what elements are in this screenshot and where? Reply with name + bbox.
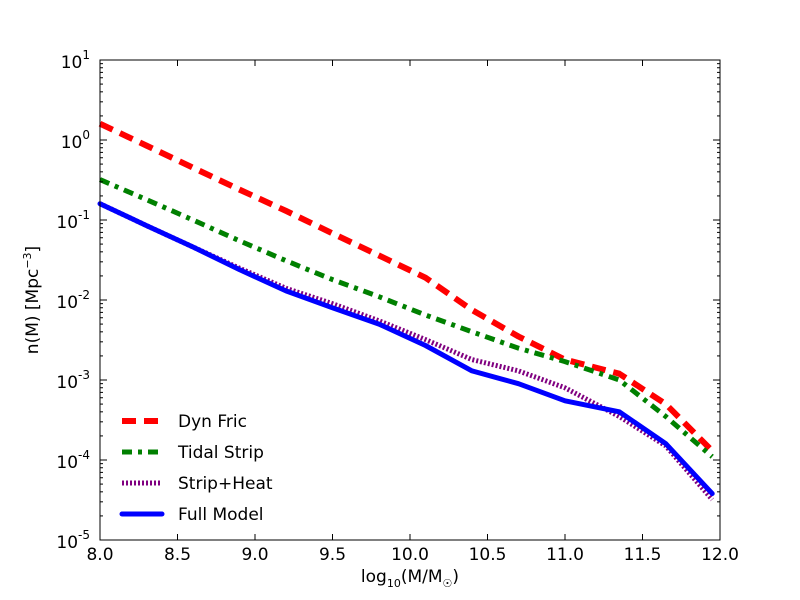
ticks-layer: 8.0 8.5 9.0 9.5 10.0 10.5 11.0 11.5 12.0 101 100 10… [56,48,739,565]
series-layer [97,120,715,502]
y-tick-label: 10-3 [56,368,90,393]
y-axis-title: n(M) [Mpc−3] [21,246,43,354]
y-tick-label: 10-2 [56,288,90,313]
y-tick-label: 10-4 [56,448,90,473]
x-tick-label: 8.5 [164,545,191,565]
x-tick-label: 9.0 [241,545,268,565]
y-tick-label: 100 [61,128,90,153]
legend-label: Full Model [178,505,264,525]
x-tick-label: 8.0 [86,545,113,565]
legend-label: Tidal Strip [177,443,264,463]
x-tick-label: 12.0 [701,545,739,565]
legend: Dyn Fric Tidal Strip Strip+Heat Full Model [119,412,273,525]
y-tick-label: 101 [61,48,90,73]
x-tick-label: 9.5 [319,545,346,565]
x-tick-label: 10.0 [391,545,429,565]
x-axis-title: log10(M/M☉) [361,567,459,590]
y-tick-label: 10-5 [56,528,90,553]
plot-frame [99,59,721,541]
y-tick-label: 10-1 [56,208,90,233]
series-line-tidal-strip [99,177,714,459]
series-line-full-model [97,201,715,497]
legend-label: Dyn Fric [178,412,247,432]
legend-label: Strip+Heat [178,474,273,494]
x-tick-label: 11.5 [624,545,662,565]
series-line-dyn-fric [98,120,715,454]
x-tick-label: 11.0 [546,545,584,565]
x-tick-label: 10.5 [469,545,507,565]
